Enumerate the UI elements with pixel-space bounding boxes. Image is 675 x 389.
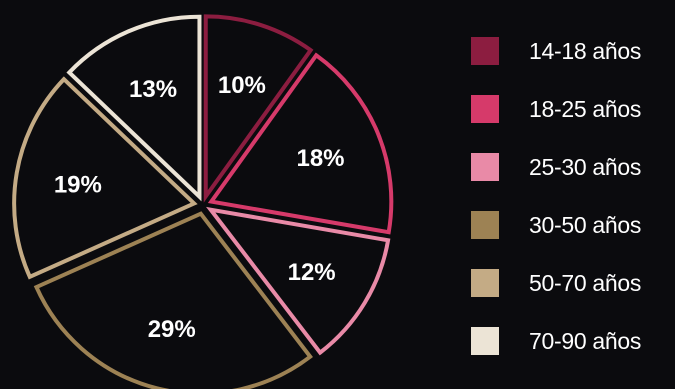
pie-chart: 10% 18% 12% 29% 19% 13%	[12, 14, 394, 389]
pie-slice	[203, 14, 314, 203]
legend-item: 18-25 años	[471, 92, 675, 150]
slice-value-label: 12%	[288, 259, 336, 286]
slice-value-label: 10%	[218, 72, 266, 99]
legend-label: 50-70 años	[529, 270, 642, 296]
legend-item: 25-30 años	[471, 150, 675, 208]
legend-swatch	[471, 327, 499, 355]
legend-swatch	[471, 153, 499, 181]
legend-swatch	[471, 37, 499, 65]
legend-item: 70-90 años	[471, 324, 675, 382]
slice-value-label: 29%	[148, 316, 196, 343]
chart-legend: 14-18 años 18-25 años 25-30 años 30-50 a…	[471, 34, 675, 382]
legend-label: 70-90 años	[529, 328, 642, 354]
slice-value-label: 19%	[54, 171, 102, 198]
legend-swatch	[471, 95, 499, 123]
slice-value-label: 13%	[129, 76, 177, 103]
legend-swatch	[471, 269, 499, 297]
pie-slice	[206, 206, 391, 356]
legend-swatch	[471, 211, 499, 239]
slice-value-label: 18%	[296, 145, 344, 172]
legend-item: 30-50 años	[471, 208, 675, 266]
pie-slice	[33, 211, 313, 389]
legend-label: 18-25 años	[529, 96, 642, 122]
legend-item: 14-18 años	[471, 34, 675, 92]
pie-slice	[12, 76, 198, 280]
legend-item: 50-70 años	[471, 266, 675, 324]
pie-slice	[66, 14, 202, 202]
pie-slice	[207, 52, 394, 235]
legend-label: 25-30 años	[529, 154, 642, 180]
legend-label: 30-50 años	[529, 212, 642, 238]
legend-label: 14-18 años	[529, 38, 642, 64]
